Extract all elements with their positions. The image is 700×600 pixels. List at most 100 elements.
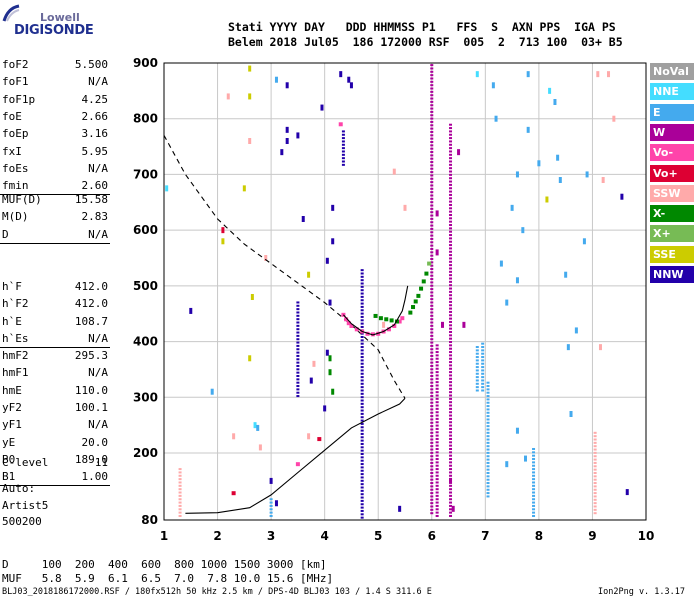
echo-column-mark: [449, 227, 453, 230]
echo-column-mark: [430, 308, 434, 311]
echo-column-mark: [178, 474, 182, 477]
echo-column-mark: [296, 308, 300, 311]
echo-column-mark: [449, 327, 453, 330]
echo-column-mark: [593, 498, 597, 501]
echo-column-mark: [360, 473, 364, 476]
echo-column-mark: [430, 468, 434, 471]
echo-column-mark: [360, 466, 364, 469]
echo-column-mark: [296, 321, 300, 324]
trace-echo-point: [378, 316, 383, 321]
param-separator: [0, 194, 110, 196]
echo-column-mark: [481, 376, 485, 379]
echo-column-mark: [449, 488, 453, 491]
param-value: N/A: [88, 366, 108, 380]
param-separator: [0, 485, 110, 487]
x-tick-label: 4: [320, 529, 328, 543]
x-tick-label: 6: [428, 529, 436, 543]
x-tick-label: 3: [267, 529, 275, 543]
echo-point: [312, 360, 316, 367]
echo-column-mark: [449, 341, 453, 344]
echo-point: [499, 260, 503, 267]
param-value: N/A: [88, 75, 108, 89]
echo-point: [526, 126, 530, 133]
trace-echo-point: [384, 317, 389, 322]
param-name: h`F2: [2, 297, 29, 311]
echo-column-mark: [593, 455, 597, 458]
legend-item-nne: NNE: [650, 83, 694, 101]
echo-column-mark: [430, 298, 434, 301]
logo-mark-icon: [2, 4, 20, 22]
echo-column-mark: [360, 453, 364, 455]
echo-column-mark: [449, 387, 453, 390]
echo-column-mark: [593, 431, 597, 434]
echo-column-mark: [449, 240, 453, 243]
trace-echo-point: [354, 327, 359, 332]
echo-column-mark: [449, 210, 453, 213]
echo-column-mark: [449, 377, 453, 380]
echo-column-mark: [360, 275, 364, 278]
echo-column-mark: [430, 187, 434, 190]
echo-column-mark: [360, 282, 364, 285]
echo-column-mark: [532, 508, 536, 511]
echo-column-mark: [430, 395, 434, 398]
echo-point: [248, 355, 252, 362]
param-value: N/A: [88, 227, 108, 241]
echo-column-mark: [593, 438, 597, 441]
echo-column-mark: [341, 163, 345, 166]
echo-column-mark: [360, 459, 364, 462]
echo-column-mark: [430, 351, 434, 354]
echo-column-mark: [593, 478, 597, 481]
echo-column-mark: [449, 180, 453, 183]
echo-column-mark: [178, 514, 182, 517]
echo-column-mark: [449, 464, 453, 467]
echo-column-mark: [449, 153, 453, 156]
echo-point: [250, 294, 254, 300]
echo-column-mark: [360, 442, 364, 445]
echo-column-mark: [430, 368, 434, 371]
echo-column-mark: [449, 320, 453, 323]
echo-column-mark: [360, 409, 364, 412]
param-value: 1.00: [81, 470, 109, 484]
echo-column-mark: [435, 464, 439, 467]
echo-column-mark: [296, 341, 300, 344]
echo-column-mark: [475, 349, 479, 352]
echo-column-mark: [593, 445, 597, 448]
echo-point: [440, 321, 444, 328]
echo-column-mark: [449, 330, 453, 333]
param-name: fmin: [2, 179, 29, 193]
echo-column-mark: [449, 391, 453, 394]
echo-column-mark: [481, 372, 485, 375]
echo-point: [537, 160, 541, 167]
x-tick-label: 8: [535, 529, 543, 543]
echo-column-mark: [449, 501, 453, 504]
echo-column-mark: [449, 317, 453, 320]
echo-column-mark: [430, 278, 434, 281]
echo-point: [435, 210, 439, 217]
param-row: fmin 2.60: [2, 179, 108, 193]
trace-echo-point: [389, 318, 394, 323]
echo-column-mark: [449, 224, 453, 227]
echo-column-mark: [341, 147, 345, 150]
echo-column-mark: [486, 381, 490, 384]
echo-column-mark: [341, 150, 345, 153]
echo-column-mark: [532, 464, 536, 467]
param-row: MUF(D) 15.58: [2, 193, 108, 207]
echo-point: [269, 477, 273, 484]
echo-column-mark: [486, 401, 490, 404]
echo-point: [392, 168, 396, 175]
echo-column-mark: [435, 391, 439, 394]
echo-point: [320, 104, 324, 111]
param-name: C-level: [2, 456, 49, 469]
param-value: 2.60: [81, 179, 109, 193]
echo-column-mark: [449, 474, 453, 477]
param-value: 4.25: [81, 92, 109, 106]
echo-column-mark: [360, 499, 364, 502]
echo-point: [515, 427, 519, 434]
echo-column-mark: [449, 170, 453, 173]
echo-column-mark: [449, 468, 453, 471]
param-value: N/A: [88, 331, 108, 345]
echo-column-mark: [430, 512, 434, 515]
echo-column-mark: [430, 371, 434, 374]
legend-item-nnw: NNW: [650, 266, 694, 283]
param-row: hmF2 295.3: [2, 349, 108, 363]
